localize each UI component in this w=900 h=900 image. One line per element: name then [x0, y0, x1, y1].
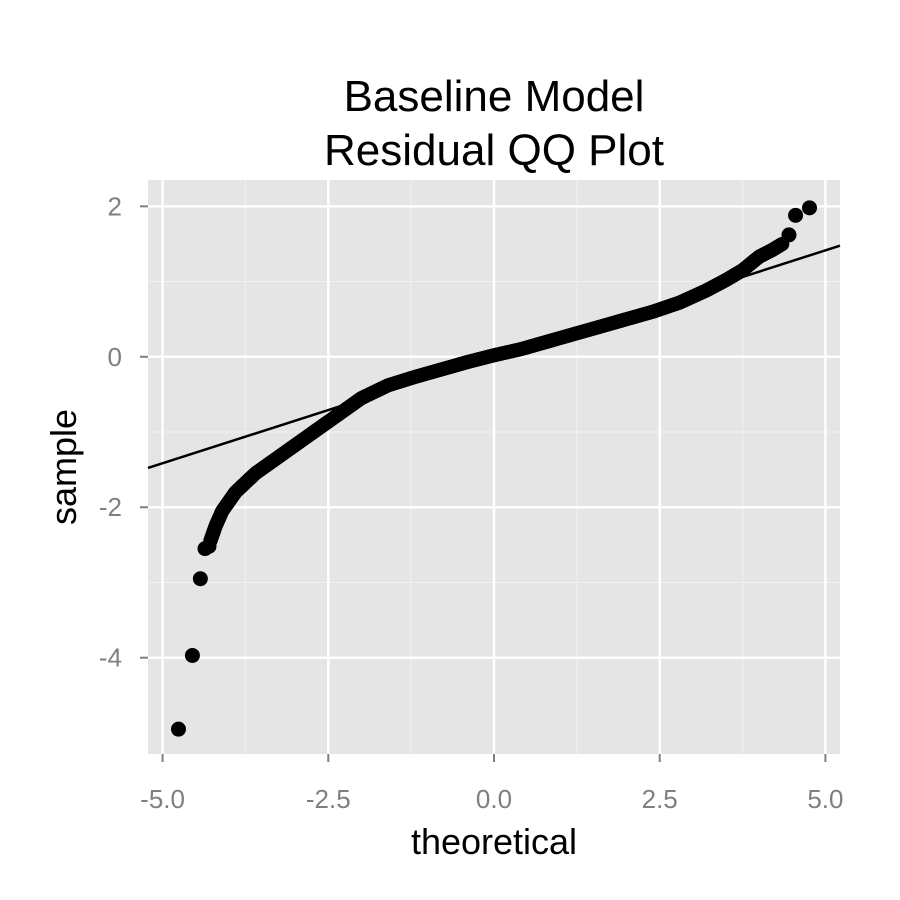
data-point	[201, 538, 217, 554]
data-point	[192, 571, 208, 587]
y-tick-label: -2	[99, 492, 122, 522]
x-axis: -5.0 -2.5 0.0 2.5 5.0	[140, 754, 843, 814]
x-tick-label: -5.0	[140, 784, 185, 814]
chart-subtitle: Residual QQ Plot	[324, 126, 664, 175]
data-point	[802, 200, 818, 216]
reference-line	[147, 244, 841, 470]
y-tick-label: 0	[108, 342, 122, 372]
data-point	[788, 207, 804, 223]
y-tick-label: 2	[108, 191, 122, 221]
x-axis-title: theoretical	[411, 821, 577, 862]
x-tick-label: 5.0	[807, 784, 843, 814]
y-tick-label: -4	[99, 643, 122, 673]
data-point	[781, 227, 797, 243]
x-tick-label: 2.5	[642, 784, 678, 814]
chart-title: Baseline Model	[344, 72, 645, 121]
data-point	[170, 721, 186, 737]
y-axis: -4 -2 0 2	[99, 191, 148, 673]
y-axis-title: sample	[43, 409, 84, 525]
x-tick-label: -2.5	[306, 784, 351, 814]
data-points	[170, 200, 818, 737]
data-point	[184, 647, 200, 663]
x-tick-label: 0.0	[476, 784, 512, 814]
